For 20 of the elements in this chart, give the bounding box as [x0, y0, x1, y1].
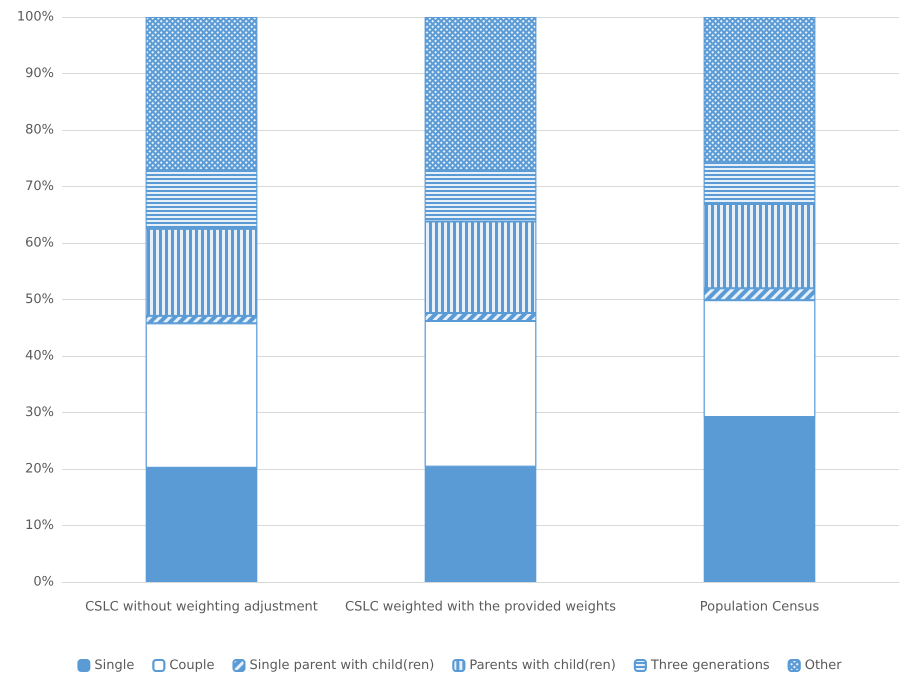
y-tick-label: 60%	[25, 236, 54, 250]
y-tick-label: 10%	[25, 518, 54, 533]
y-tick-label: 80%	[25, 122, 54, 138]
legend-label: Three generations	[650, 658, 770, 673]
y-tick-label: 0%	[33, 574, 54, 590]
y-tick-label: 90%	[25, 66, 54, 81]
x-tick-label: Population Census	[700, 600, 820, 614]
legend-label: Couple	[169, 658, 214, 673]
legend-label: Other	[804, 658, 842, 673]
x-tick-label: CSLC weighted with the provided weights	[345, 600, 616, 614]
y-tick-label: 40%	[25, 348, 54, 364]
y-tick-label: 30%	[25, 405, 54, 420]
legend-label: Single	[94, 658, 134, 673]
y-tick-label: 70%	[25, 179, 54, 194]
legend-label: Parents with child(ren)	[469, 658, 616, 673]
legend-label: Single parent with child(ren)	[249, 658, 434, 673]
y-tick-label: 20%	[25, 462, 54, 476]
y-tick-label: 100%	[16, 10, 54, 24]
y-tick-label: 50%	[25, 292, 54, 307]
x-tick-label: CSLC without weighting adjustment	[85, 600, 318, 614]
